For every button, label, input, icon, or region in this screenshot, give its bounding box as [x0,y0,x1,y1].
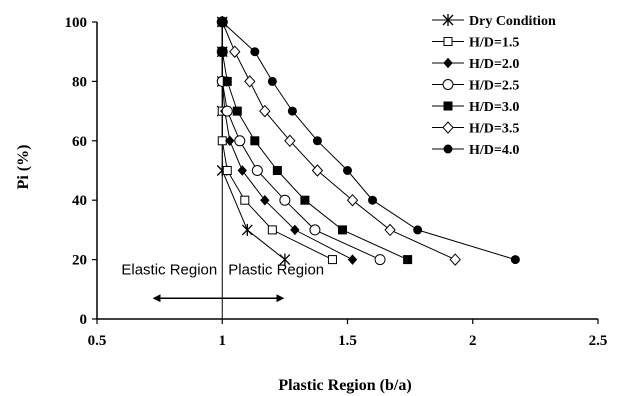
legend-label: H/D=4.0 [469,143,519,158]
data-point [279,253,291,266]
data-point [343,166,352,175]
legend-marker [442,121,454,134]
data-point [217,47,227,57]
legend-marker [443,144,453,154]
data-point [217,136,227,146]
data-point [413,225,423,235]
data-point [384,223,396,237]
legend: Dry Condition H/D=1.5 H/D=2.0 H/D=2.5 H/D=3.… [425,5,615,162]
data-point [449,253,461,266]
series-layer [216,15,520,266]
data-point [287,106,297,116]
series-5 [217,17,413,265]
data-point [229,45,241,58]
series-7 [217,17,520,265]
data-point [346,193,359,207]
legend-item: H/D=2.5 [432,79,519,94]
data-point [234,135,246,147]
y-tick-label: 100 [65,15,88,31]
legend-label: H/D=2.5 [469,79,519,94]
data-point [368,195,378,205]
legend-item: H/D=2.0 [432,57,519,72]
data-point [284,134,296,148]
region-annotations: Elastic Region Plastic Region [121,22,324,319]
data-point [232,106,242,116]
data-point [225,135,235,147]
data-point [309,224,321,236]
y-tick-label: 40 [72,193,87,209]
y-tick-label: 60 [72,134,87,150]
legend-item: H/D=4.0 [432,143,519,158]
legend-item: H/D=3.5 [432,121,519,137]
x-tick-label: 1.5 [338,333,357,349]
data-point [244,75,256,88]
data-point [272,166,282,175]
x-tick-label: 1 [219,333,227,349]
series-4 [216,16,386,266]
data-point [260,194,270,206]
data-point [327,255,337,265]
tick-labels: 0 20 40 60 80 100 0.5 1 1.5 2 2.5 [65,15,608,349]
data-point [251,165,263,176]
data-point [240,195,250,205]
x-axis-label: Plastic Region (b/a) [278,377,411,394]
data-point [311,164,324,177]
data-point [237,165,247,176]
data-point [290,224,300,236]
x-tick-label: 2.5 [589,333,608,349]
data-point [267,76,277,86]
data-point [374,254,386,266]
data-point [222,166,232,175]
legend-label: H/D=3.0 [469,100,519,115]
legend-box [425,5,615,162]
data-point [217,17,227,27]
legend-label: H/D=3.5 [469,122,519,137]
series-line [221,22,381,261]
y-tick-label: 20 [72,253,87,269]
data-point [403,255,413,265]
legend-marker [442,14,454,26]
legend-item: Dry Condition [432,14,556,29]
legend-item: H/D=3.0 [432,100,519,115]
x-tick-label: 0.5 [88,333,107,349]
data-point [510,255,520,265]
data-point [347,254,358,265]
data-point [221,105,233,117]
y-tick-label: 0 [80,312,88,328]
plastic-region-label: Plastic Region [228,261,324,278]
data-point [312,136,322,146]
legend-label: Dry Condition [469,14,556,29]
legend-marker [442,79,454,90]
data-point [222,76,232,86]
data-point [300,195,310,205]
elastic-region-label: Elastic Region [121,261,217,278]
data-point [250,47,260,57]
data-point [337,225,347,235]
y-axis-label: Pi (%) [15,145,32,190]
x-tick-label: 2 [469,333,477,349]
legend-marker [443,37,453,46]
data-point [267,225,277,235]
data-point [279,194,291,206]
legend-label: H/D=1.5 [469,36,519,51]
legend-marker [443,101,453,111]
data-point [241,223,253,236]
data-point [250,136,260,146]
y-tick-label: 80 [72,74,87,90]
data-point [259,104,271,118]
legend-marker [443,57,453,69]
legend-label: H/D=2.0 [469,57,519,72]
legend-item: H/D=1.5 [432,36,519,51]
